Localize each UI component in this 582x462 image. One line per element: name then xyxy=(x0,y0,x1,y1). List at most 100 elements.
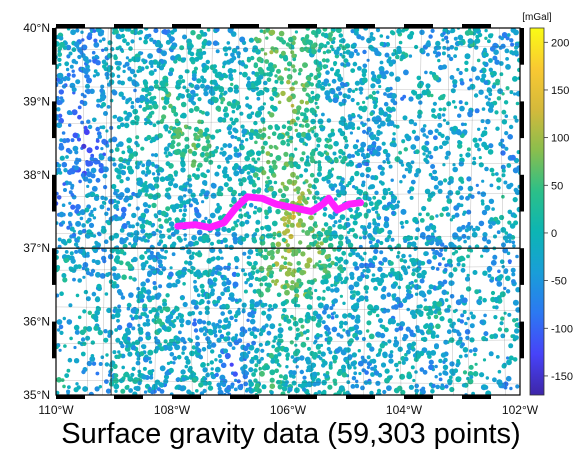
gravity-point xyxy=(382,351,388,358)
gravity-point xyxy=(498,61,504,66)
gravity-point xyxy=(317,302,324,309)
gravity-point xyxy=(459,203,464,208)
gravity-point xyxy=(424,225,431,232)
gravity-point xyxy=(298,67,303,73)
gravity-point xyxy=(145,331,151,337)
gravity-point xyxy=(231,226,236,231)
gravity-point xyxy=(385,106,392,112)
gravity-point xyxy=(442,118,447,122)
gravity-point xyxy=(151,307,157,313)
gravity-point xyxy=(316,143,321,148)
gravity-point xyxy=(484,204,491,211)
gravity-point xyxy=(188,254,195,260)
gravity-point xyxy=(173,183,179,189)
gravity-point xyxy=(408,384,414,390)
gravity-point xyxy=(165,293,170,298)
gravity-point xyxy=(164,306,171,313)
gravity-point xyxy=(371,96,377,102)
gravity-point xyxy=(69,336,73,341)
gravity-point xyxy=(260,226,265,231)
gravity-point xyxy=(163,255,167,260)
gravity-point xyxy=(296,261,302,266)
gravity-point xyxy=(125,196,130,202)
gravity-point xyxy=(149,37,154,42)
gravity-point xyxy=(293,188,297,192)
gravity-point xyxy=(262,140,268,146)
gravity-point xyxy=(391,52,396,57)
gravity-point xyxy=(246,318,250,322)
gravity-point xyxy=(139,95,146,102)
gravity-point xyxy=(324,331,328,335)
gravity-point xyxy=(149,140,153,144)
gravity-point xyxy=(425,135,429,139)
gravity-point xyxy=(95,177,101,183)
gravity-point xyxy=(160,255,165,260)
gravity-point xyxy=(398,159,404,165)
gravity-point xyxy=(126,322,133,329)
gravity-point xyxy=(224,352,231,359)
gravity-point xyxy=(294,128,298,133)
gravity-point xyxy=(258,299,263,304)
gravity-point xyxy=(278,323,282,327)
gravity-point xyxy=(321,296,325,300)
gravity-point xyxy=(123,338,128,344)
gravity-point xyxy=(442,360,446,364)
gravity-point xyxy=(258,68,265,75)
gravity-point xyxy=(472,270,478,275)
gravity-point xyxy=(515,287,520,293)
gravity-point xyxy=(507,312,512,317)
gravity-point xyxy=(299,369,304,375)
gravity-point xyxy=(342,313,348,319)
gravity-point xyxy=(147,204,152,209)
gravity-point xyxy=(461,38,466,43)
gravity-point xyxy=(204,305,210,311)
gravity-point xyxy=(268,352,274,359)
gravity-point xyxy=(500,227,507,233)
gravity-point xyxy=(499,321,504,326)
gravity-point xyxy=(309,151,316,157)
gravity-point xyxy=(325,371,330,375)
gravity-point xyxy=(59,155,65,161)
gravity-point xyxy=(260,149,265,154)
gravity-point xyxy=(454,212,460,218)
gravity-point xyxy=(188,203,193,208)
gravity-point xyxy=(66,368,71,373)
gravity-point xyxy=(146,161,151,165)
gravity-point xyxy=(257,168,262,173)
gravity-point xyxy=(416,272,423,279)
gravity-point xyxy=(80,337,86,342)
gravity-point xyxy=(190,162,196,168)
gravity-point xyxy=(291,53,296,58)
gravity-point xyxy=(113,55,118,61)
gravity-point xyxy=(336,192,342,198)
gravity-point xyxy=(180,296,184,301)
gravity-point xyxy=(138,315,143,320)
gravity-point xyxy=(342,279,348,285)
gravity-point xyxy=(121,223,128,229)
gravity-point xyxy=(466,209,472,215)
gravity-point xyxy=(70,138,75,143)
gravity-point xyxy=(128,388,134,393)
gravity-point xyxy=(82,44,88,50)
gravity-point xyxy=(494,59,500,65)
gravity-point xyxy=(185,319,191,326)
gravity-point xyxy=(308,286,312,291)
gravity-point xyxy=(233,88,240,94)
gravity-point xyxy=(243,64,249,69)
gravity-point xyxy=(79,50,84,55)
gravity-point xyxy=(171,252,176,257)
gravity-point xyxy=(252,289,258,294)
gravity-point xyxy=(329,306,334,310)
gravity-point xyxy=(482,232,488,238)
gravity-point xyxy=(119,237,124,242)
latitude-tick-label: 35°N xyxy=(23,388,50,402)
gravity-point xyxy=(177,79,182,84)
gravity-point xyxy=(234,378,238,382)
gravity-point xyxy=(306,392,311,395)
gravity-point xyxy=(196,293,201,298)
gravity-point xyxy=(113,203,119,210)
gravity-point xyxy=(73,358,80,364)
gravity-point xyxy=(312,195,317,201)
gravity-point xyxy=(356,101,360,106)
gravity-point xyxy=(72,132,79,139)
